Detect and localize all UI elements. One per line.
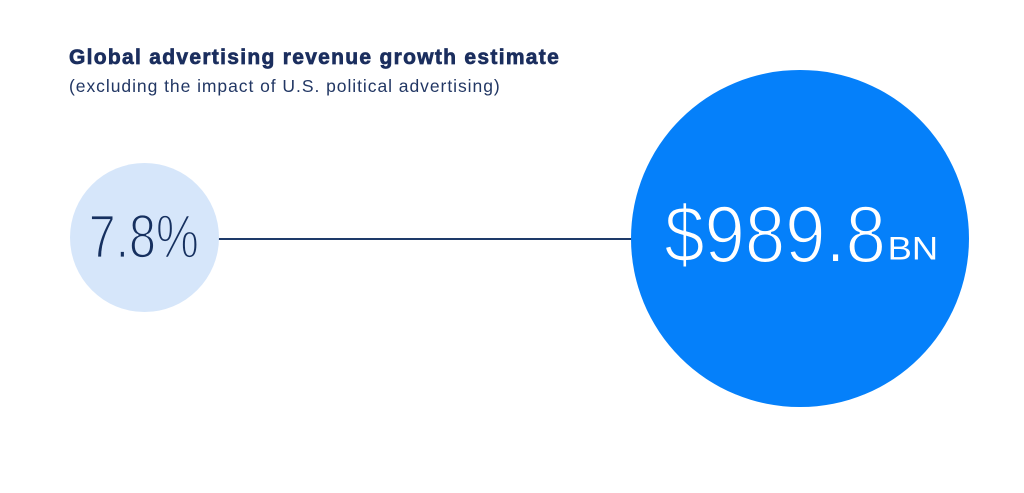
svg-text:$989.8: $989.8	[664, 190, 886, 280]
svg-text:7.8%: 7.8%	[89, 202, 199, 271]
svg-text:BN: BN	[888, 230, 939, 266]
